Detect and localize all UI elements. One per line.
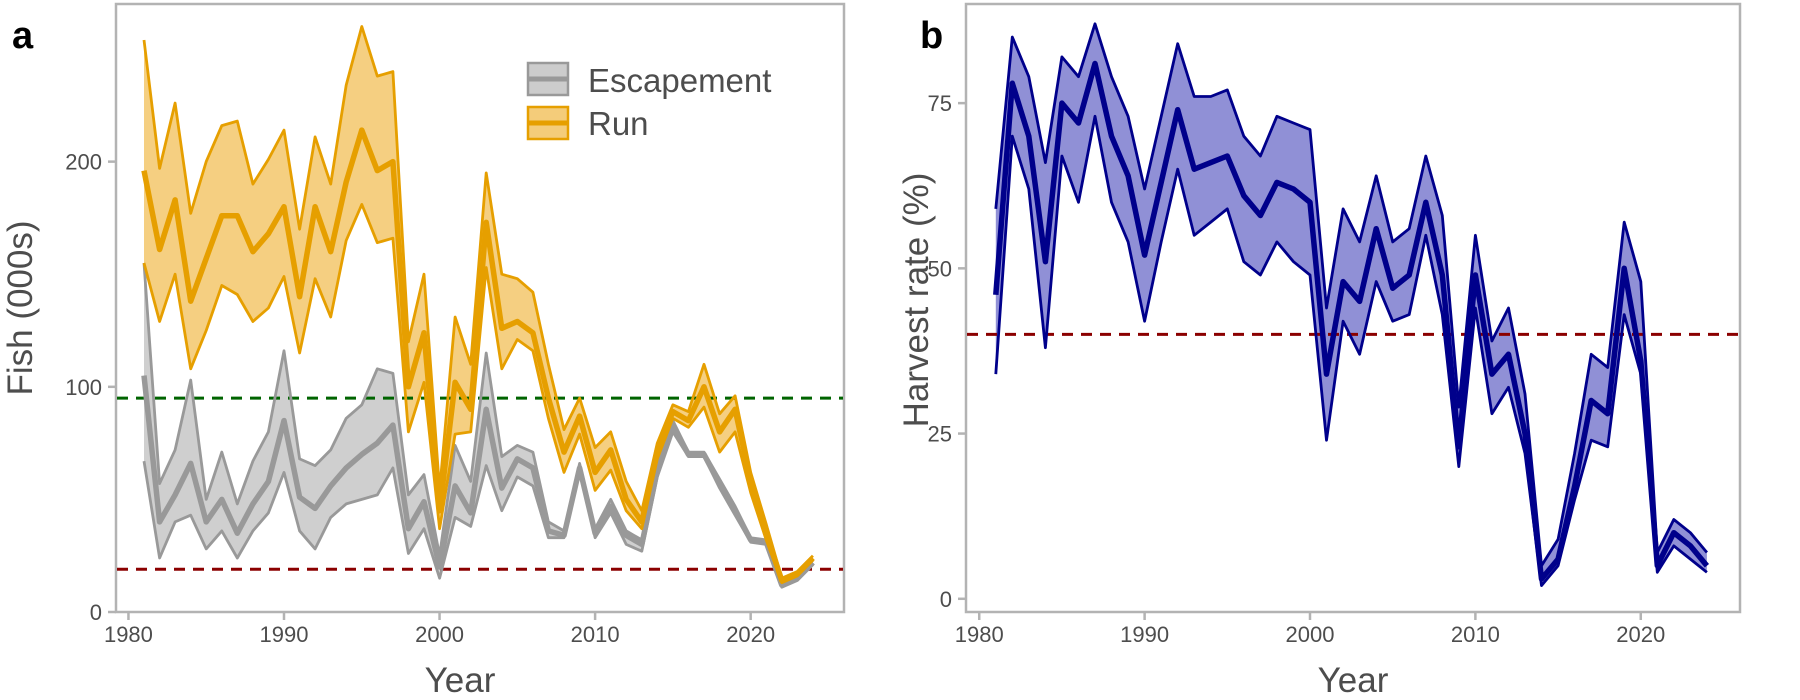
line-series-0-estimate [993,60,1710,582]
series-lines [141,25,815,589]
line-run-lower [142,202,814,585]
series-lines [993,22,1710,587]
y-axis-title: Fish (000s) [1,220,40,395]
line-escapement-estimate [141,375,815,588]
y-tick-label: 200 [65,150,102,175]
x-axis-ticks: 1980 1990 2000 2010 2020 [955,612,1665,647]
legend-label-escapement: Escapement [588,62,771,99]
y-axis-title: Harvest rate (%) [897,173,936,428]
y-axis-ticks: 0 25 50 75 [928,91,966,612]
line-series-0-lower [994,114,1708,587]
x-tick-label: 1990 [1120,622,1169,647]
y-tick-label: 0 [940,587,952,612]
line-series-0-upper [994,22,1708,568]
x-tick-label: 2020 [1616,622,1665,647]
y-tick-label: 100 [65,375,102,400]
legend-item-run: Run [526,105,649,142]
x-tick-label: 1980 [955,622,1004,647]
x-tick-label: 2000 [1286,622,1335,647]
legend: Escapement Run [526,61,771,142]
panel-a: 1980 1990 2000 2010 2020 0 100 200 Year Fish (… [1,2,846,700]
legend-item-escapement: Escapement [526,61,771,99]
panel-tag-b: b [920,15,943,57]
x-tick-label: 2010 [1451,622,1500,647]
x-tick-label: 2020 [726,622,775,647]
x-axis-ticks: 1980 1990 2000 2010 2020 [104,612,775,647]
x-tick-label: 1990 [260,622,309,647]
panel-b: 1980 1990 2000 2010 2020 0 25 50 75 Year Harves… [897,2,1742,700]
legend-label-run: Run [588,105,649,142]
y-tick-label: 75 [928,91,952,116]
line-run-estimate [141,127,815,584]
y-axis-ticks: 0 100 200 [65,150,116,625]
x-axis-title: Year [425,661,496,700]
y-tick-label: 50 [928,256,952,281]
y-tick-label: 0 [90,600,102,625]
y-tick-label: 25 [928,422,952,447]
x-axis-title: Year [1318,661,1389,700]
line-run-upper [142,25,814,580]
panel-tag-a: a [12,15,34,57]
x-tick-label: 1980 [104,622,153,647]
x-tick-label: 2000 [415,622,464,647]
x-tick-label: 2010 [571,622,620,647]
